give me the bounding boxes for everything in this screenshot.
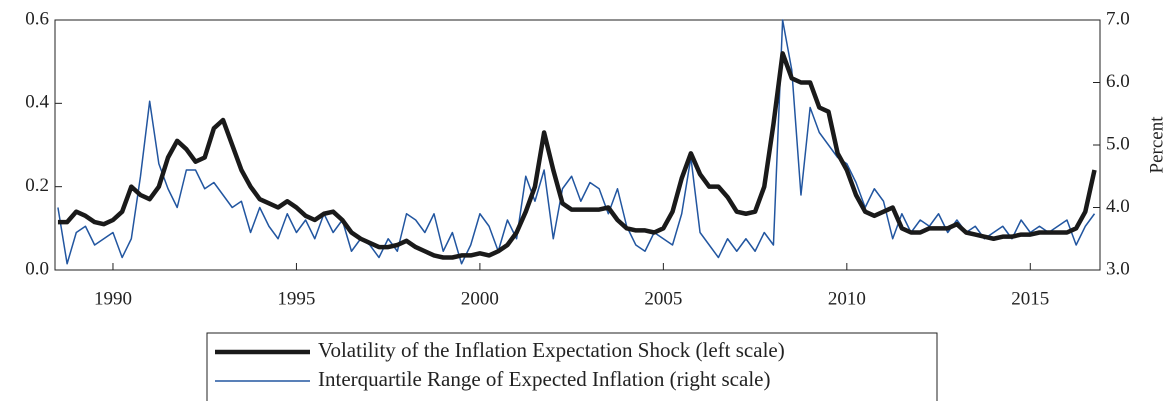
x-tick-label: 2010	[828, 288, 866, 309]
y2-axis-label: Percent	[1146, 116, 1167, 174]
x-tick-label: 2000	[461, 288, 499, 309]
x-tick-label: 1995	[277, 288, 315, 309]
x-tick-label: 1990	[94, 288, 132, 309]
y-tick-label: 0.2	[25, 175, 49, 196]
y-tick-label: 0.0	[25, 258, 49, 279]
legend: Volatility of the Inflation Expectation …	[206, 332, 938, 401]
legend-box	[206, 332, 938, 401]
series-line	[57, 51, 1097, 260]
y-tick-label: 0.6	[25, 8, 49, 29]
series-line	[57, 19, 1096, 265]
y-tick-label: 0.4	[25, 92, 49, 113]
y2-tick-label: 7.0	[1106, 8, 1130, 29]
x-tick-label: 2015	[1011, 288, 1049, 309]
y2-tick-label: 6.0	[1106, 71, 1130, 92]
y2-tick-label: 5.0	[1106, 133, 1130, 154]
legend-label: Interquartile Range of Expected Inflatio…	[318, 367, 770, 391]
legend-label: Volatility of the Inflation Expectation …	[318, 338, 785, 362]
y2-tick-label: 4.0	[1106, 196, 1130, 217]
x-tick-label: 2005	[644, 288, 682, 309]
plot-frame	[54, 19, 1101, 271]
y2-tick-label: 3.0	[1106, 258, 1130, 279]
